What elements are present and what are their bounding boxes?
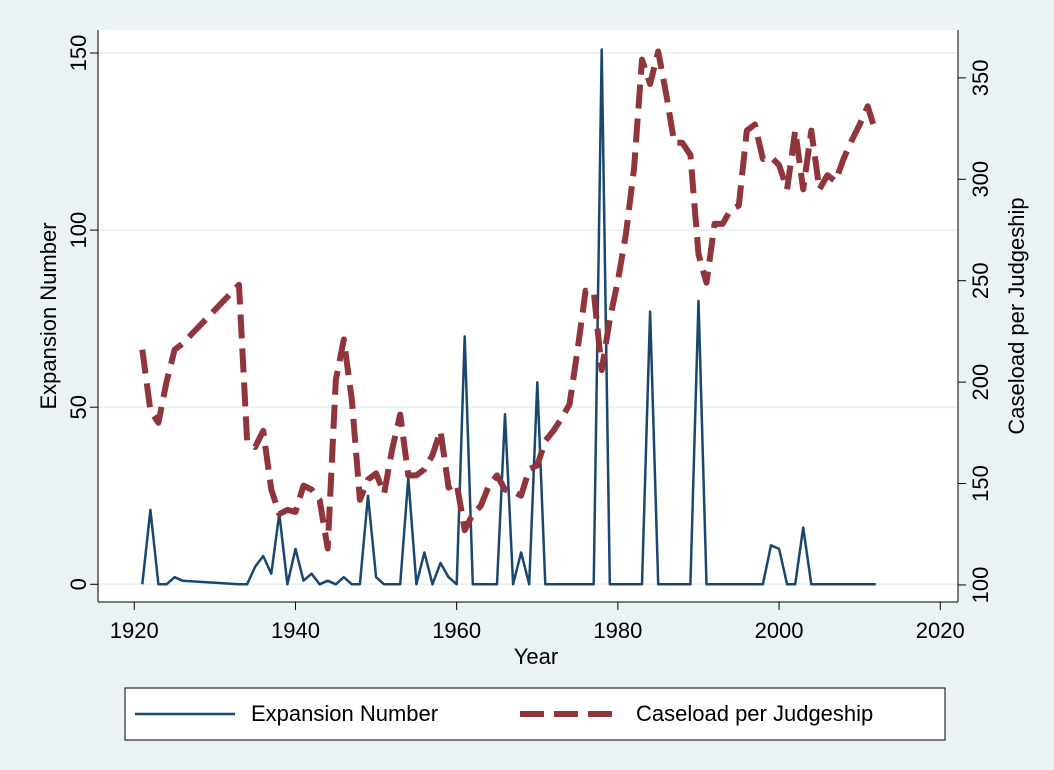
y2-tick-label: 100 bbox=[968, 567, 993, 604]
y2-tick-label: 300 bbox=[968, 161, 993, 198]
y-tick-label: 150 bbox=[66, 35, 91, 72]
plot-area bbox=[98, 30, 958, 602]
series-line bbox=[139, 48, 879, 552]
y2-tick-label: 200 bbox=[968, 364, 993, 401]
x-axis-label: Year bbox=[514, 644, 558, 669]
y2-tick-label: 250 bbox=[968, 262, 993, 299]
x-tick-label: 2000 bbox=[755, 618, 804, 643]
x-tick-label: 1920 bbox=[110, 618, 159, 643]
y2-tick-label: 350 bbox=[968, 60, 993, 97]
y-tick-label: 0 bbox=[66, 578, 91, 590]
x-tick-label: 1960 bbox=[432, 618, 481, 643]
y2-axis-label: Caseload per Judgeship bbox=[1004, 197, 1029, 434]
x-tick-label: 2020 bbox=[916, 618, 965, 643]
y2-tick-label: 150 bbox=[968, 465, 993, 502]
y-axis-label: Expansion Number bbox=[36, 222, 61, 409]
x-tick-label: 1980 bbox=[593, 618, 642, 643]
y-tick-label: 100 bbox=[66, 212, 91, 249]
legend-label: Caseload per Judgeship bbox=[636, 701, 873, 726]
legend-label: Expansion Number bbox=[251, 701, 438, 726]
x-tick-label: 1940 bbox=[271, 618, 320, 643]
series-line bbox=[141, 48, 876, 586]
y-tick-label: 50 bbox=[66, 395, 91, 419]
